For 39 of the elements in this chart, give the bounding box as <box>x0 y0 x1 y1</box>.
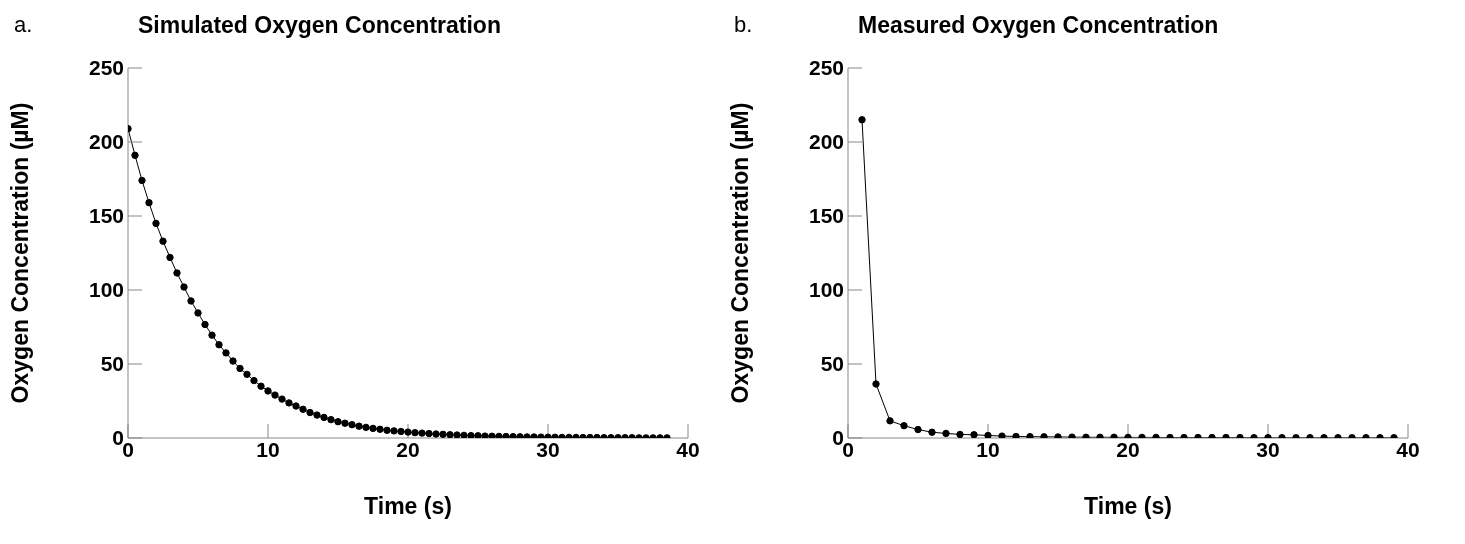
point <box>914 425 922 434</box>
x-tick-label: 10 <box>976 437 1000 461</box>
y-axis-title: Oxygen Concentration (µM) <box>727 102 754 404</box>
x-tick-label: 30 <box>536 437 560 461</box>
text: a. <box>14 12 33 38</box>
chart-title: Measured Oxygen Concentration <box>858 12 1219 39</box>
y-tick-label: 100 <box>88 278 124 302</box>
point <box>1012 432 1020 438</box>
point <box>998 432 1006 438</box>
x-axis-title: Time (s) <box>1084 493 1172 519</box>
point <box>886 417 894 425</box>
text: b. <box>734 12 753 38</box>
y-tick-label: 150 <box>88 204 124 228</box>
x-tick-label: 20 <box>396 437 420 461</box>
y-tick-label: 100 <box>808 278 844 302</box>
point <box>858 116 866 124</box>
point <box>1026 432 1034 438</box>
point <box>900 422 908 430</box>
y-tick-label: 150 <box>808 204 844 228</box>
point <box>942 429 950 438</box>
y-tick-label: 50 <box>820 352 844 376</box>
point <box>956 430 964 438</box>
point <box>928 428 936 436</box>
y-tick-label: 200 <box>808 130 844 154</box>
point <box>970 431 978 438</box>
x-tick-label: 40 <box>676 437 700 461</box>
y-tick-label: 250 <box>808 56 844 80</box>
y-tick-label: 200 <box>88 130 124 154</box>
chart-title: Simulated Oxygen Concentration <box>138 12 501 39</box>
point <box>984 431 992 438</box>
y-tick-label: 50 <box>100 352 124 376</box>
x-tick-label: 20 <box>1116 437 1140 461</box>
x-tick-label: 40 <box>1396 437 1420 461</box>
x-tick-label: 30 <box>1256 437 1280 461</box>
point <box>872 380 880 388</box>
y-axis-title: Oxygen Concentration (µM) <box>7 102 34 404</box>
x-axis-title: Time (s) <box>364 493 452 519</box>
y-tick-label: 250 <box>88 56 124 80</box>
x-tick-label: 10 <box>256 437 280 461</box>
